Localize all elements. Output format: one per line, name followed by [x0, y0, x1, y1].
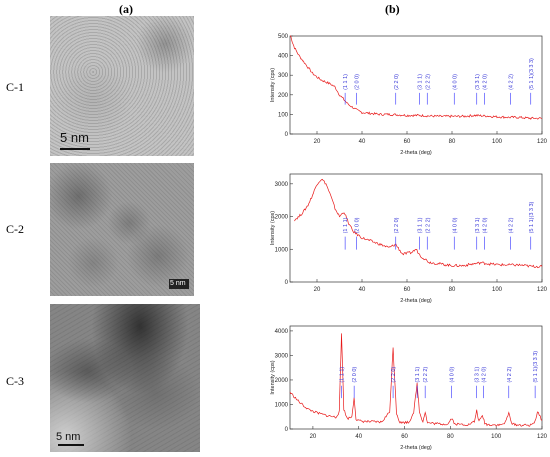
x-axis-label: 2-theta (deg) — [400, 298, 432, 304]
plot-frame — [289, 325, 543, 430]
xrd-chart-c1: 20 40 60 80 100 120 0 100 200 300 400 500 2-theta (d… — [270, 34, 548, 156]
reflection-label: (2 2 2) — [425, 74, 431, 90]
xrd-chart-c2: 20 40 60 80 100 120 0 1000 2000 3000 2-theta (deg)… — [270, 173, 548, 304]
scale-bar-label: 5 nm — [56, 431, 81, 443]
xrd-pattern-line — [289, 333, 543, 427]
panel-b-label: (b) — [385, 2, 400, 16]
x-tick-label: 60 — [404, 287, 411, 293]
x-tick-label: 20 — [314, 139, 321, 145]
reflection-label: (4 0 0) — [450, 367, 456, 383]
reflection-label: (4 2 0) — [483, 74, 489, 90]
reflection-label: (4 2 0) — [482, 367, 488, 383]
y-tick-label: 0 — [285, 132, 289, 138]
x-axis-label: 2-theta (deg) — [400, 445, 432, 451]
y-tick-label: 400 — [278, 54, 289, 60]
reflection-label: (4 0 0) — [452, 217, 458, 233]
tem-image-c1: 5 nm — [50, 16, 194, 156]
x-tick-label: 40 — [359, 139, 366, 145]
scale-bar-label: 5 nm — [170, 280, 186, 287]
reflection-label: (2 0 0) — [352, 367, 358, 383]
tem-image-c2: 5 nm — [50, 163, 194, 296]
reflection-label: (4 2 2) — [509, 74, 515, 90]
row-label-c1: C-1 — [6, 80, 24, 94]
x-tick-label: 40 — [355, 434, 362, 440]
x-tick-label: 80 — [449, 287, 456, 293]
reflection-label: (3 3 1) — [475, 217, 481, 233]
reflection-label: (5 1 1)(3 3 3) — [529, 58, 535, 90]
y-tick-label: 500 — [278, 34, 289, 40]
reflection-label: (4 2 0) — [483, 217, 489, 233]
reflection-label: (2 2 2) — [423, 367, 429, 383]
reflection-label: (2 2 0) — [394, 217, 400, 233]
x-tick-label: 60 — [404, 139, 411, 145]
y-tick-label: 1000 — [275, 247, 289, 253]
reflection-label: (4 2 2) — [509, 217, 515, 233]
x-tick-label: 20 — [314, 287, 321, 293]
reflection-label: (1 1 1) — [343, 74, 349, 90]
xrd-chart-c3: 20 40 60 80 100 120 0 1000 2000 3000 4000 2-theta (… — [270, 325, 548, 451]
x-tick-label: 100 — [491, 434, 502, 440]
y-tick-label: 0 — [285, 280, 289, 286]
x-tick-label: 120 — [537, 434, 548, 440]
scale-bar-line — [60, 148, 90, 150]
xrd-pattern-line — [294, 178, 543, 269]
reflection-label: (1 1 1) — [340, 367, 346, 383]
row-label-c3: C-3 — [6, 374, 24, 388]
y-tick-label: 200 — [278, 93, 289, 99]
reflection-label: (2 0 0) — [354, 217, 360, 233]
reflection-label: (2 2 2) — [425, 217, 431, 233]
tem-image-c3: 5 nm — [50, 304, 200, 452]
x-tick-label: 80 — [447, 434, 454, 440]
reflection-label: (3 3 1) — [475, 74, 481, 90]
row-label-c2: C-2 — [6, 222, 24, 236]
panel-a-label: (a) — [119, 2, 133, 16]
reflection-label: (5 1 1)(3 3 3) — [533, 351, 539, 383]
reflection-label: (5 1 1)(3 3 3) — [529, 201, 535, 233]
reflection-label: (2 0 0) — [354, 74, 360, 90]
y-tick-label: 2000 — [275, 378, 289, 384]
y-tick-label: 3000 — [275, 182, 289, 188]
scale-bar-line — [58, 444, 84, 446]
reflection-label: (4 2 2) — [507, 367, 513, 383]
x-tick-label: 120 — [537, 139, 548, 145]
x-tick-label: 100 — [492, 139, 503, 145]
reflection-label: (2 2 0) — [391, 367, 397, 383]
y-tick-label: 3000 — [275, 353, 289, 359]
plot-frame — [289, 35, 543, 135]
reflection-label: (3 1 1) — [415, 367, 421, 383]
reflection-label: (3 3 1) — [475, 367, 481, 383]
scale-bar-box — [169, 279, 189, 289]
y-axis-label: Intensity (cps) — [270, 211, 276, 245]
y-tick-label: 1000 — [275, 402, 289, 408]
reflection-label: (1 1 1) — [343, 217, 349, 233]
y-axis-label: Intensity (cps) — [270, 68, 276, 102]
plot-frame — [289, 173, 543, 283]
x-tick-label: 120 — [537, 287, 548, 293]
x-tick-label: 40 — [359, 287, 366, 293]
y-tick-label: 2000 — [275, 215, 289, 221]
y-tick-label: 300 — [278, 73, 289, 79]
x-axis-label: 2-theta (deg) — [400, 150, 432, 156]
reflection-label: (2 2 0) — [394, 74, 400, 90]
x-tick-label: 100 — [492, 287, 503, 293]
x-tick-label: 60 — [401, 434, 408, 440]
y-tick-label: 4000 — [275, 329, 289, 335]
y-axis-label: Intensity (cps) — [270, 360, 276, 394]
xrd-pattern-line — [290, 35, 542, 120]
scale-bar-label: 5 nm — [60, 130, 89, 145]
reflection-label: (3 1 1) — [417, 74, 423, 90]
y-tick-label: 0 — [285, 427, 289, 433]
reflection-label: (3 1 1) — [417, 217, 423, 233]
y-tick-label: 100 — [278, 112, 289, 118]
x-tick-label: 80 — [449, 139, 456, 145]
x-tick-label: 20 — [310, 434, 317, 440]
reflection-label: (4 0 0) — [452, 74, 458, 90]
